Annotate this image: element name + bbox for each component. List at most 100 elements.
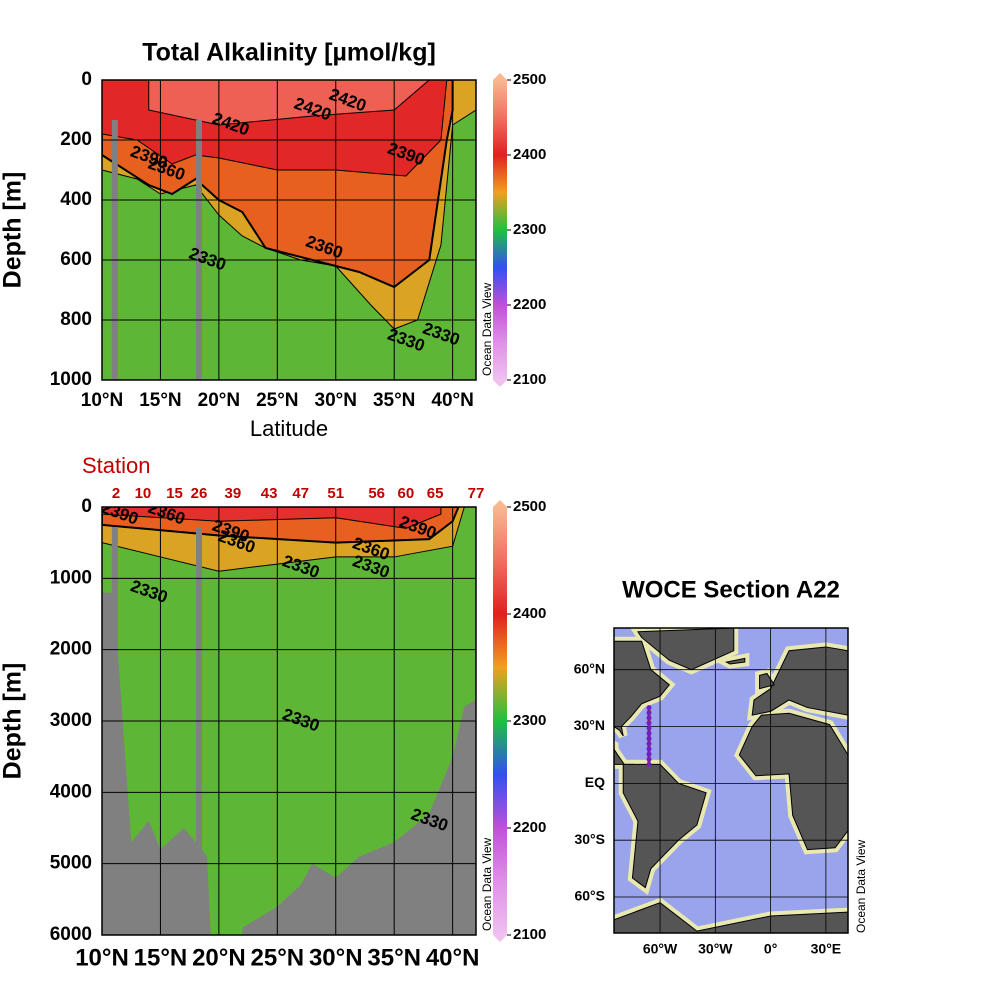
- station-dot: [646, 761, 652, 767]
- colorbar-label: 2400: [513, 146, 546, 163]
- x-tick-label: 30°W: [698, 941, 733, 957]
- x-tick-label: 35°N: [367, 944, 421, 971]
- colorbar-label: 2100: [513, 371, 546, 388]
- watermark: Ocean Data View: [480, 283, 494, 376]
- bathymetry: [102, 592, 211, 935]
- data-gap: [196, 527, 203, 870]
- station-label: 47: [292, 485, 309, 502]
- land: [614, 902, 848, 933]
- station-label: 60: [398, 485, 415, 502]
- station-label: 65: [427, 485, 444, 502]
- colorbar-label: 2200: [513, 819, 546, 836]
- y-tick-label: 200: [60, 129, 92, 150]
- colorbar-end: [493, 73, 507, 80]
- y-tick-label: 800: [60, 309, 92, 330]
- land: [751, 646, 848, 716]
- y-tick-label: 4000: [50, 781, 92, 802]
- station-dot: [646, 746, 652, 752]
- station-label: 39: [225, 485, 242, 502]
- station-dot: [646, 756, 652, 762]
- colorbar-label: 2300: [513, 712, 546, 729]
- station-title: Station: [82, 453, 151, 478]
- y-tick-label: 60°S: [574, 888, 605, 904]
- y-axis-label: Depth [m]: [0, 663, 27, 780]
- colorbar: [493, 80, 507, 380]
- x-tick-label: 35°N: [373, 390, 415, 411]
- station-label: 43: [261, 485, 278, 502]
- station-dot: [646, 730, 652, 736]
- x-tick-label: 25°N: [256, 390, 298, 411]
- y-axis-label: Depth [m]: [0, 172, 27, 289]
- station-label: 2: [112, 485, 120, 502]
- station-label: 77: [468, 485, 485, 502]
- map-frame: [613, 627, 849, 934]
- y-tick-label: 2000: [50, 639, 92, 660]
- station-dot: [646, 725, 652, 731]
- watermark: Ocean Data View: [480, 838, 494, 931]
- station-dot: [646, 751, 652, 757]
- y-tick-label: 0: [81, 69, 92, 90]
- x-tick-label: 10°N: [75, 944, 129, 971]
- y-tick-label: 1000: [50, 369, 92, 390]
- station-dot: [646, 736, 652, 742]
- x-tick-label: 20°N: [198, 390, 240, 411]
- land: [738, 712, 848, 851]
- station-dot: [646, 705, 652, 711]
- station-label: 56: [368, 485, 385, 502]
- map-title: WOCE Section A22: [622, 576, 840, 603]
- station-label: 15: [166, 485, 183, 502]
- station-label: 51: [327, 485, 344, 502]
- x-axis-label: Latitude: [250, 416, 328, 441]
- y-tick-label: 0: [81, 496, 92, 517]
- y-tick-label: 6000: [50, 924, 92, 945]
- x-tick-label: 20°N: [192, 944, 246, 971]
- data-gap: [196, 120, 203, 380]
- y-tick-label: 30°N: [574, 717, 605, 733]
- colorbar-label: 2200: [513, 296, 546, 313]
- x-tick-label: 40°N: [426, 944, 480, 971]
- colorbar-end: [493, 500, 507, 507]
- colorbar-label: 2500: [513, 71, 546, 88]
- y-tick-label: 600: [60, 249, 92, 270]
- contour-region: [102, 507, 442, 529]
- colorbar-end: [493, 935, 507, 942]
- y-tick-label: 60°N: [574, 660, 605, 676]
- y-tick-label: 3000: [50, 710, 92, 731]
- station-dot: [646, 715, 652, 721]
- land: [614, 640, 670, 737]
- x-tick-label: 30°N: [309, 944, 363, 971]
- x-tick-label: 60°W: [643, 941, 678, 957]
- y-tick-label: EQ: [585, 774, 605, 790]
- station-label: 26: [191, 485, 208, 502]
- x-tick-label: 30°N: [315, 390, 357, 411]
- colorbar-label: 2500: [513, 498, 546, 515]
- x-tick-label: 15°N: [134, 944, 188, 971]
- data-gap: [111, 120, 118, 380]
- x-tick-label: 0°: [764, 941, 777, 957]
- y-tick-label: 30°S: [574, 831, 605, 847]
- map-area: [614, 628, 848, 933]
- y-tick-label: 400: [60, 189, 92, 210]
- watermark: Ocean Data View: [854, 840, 868, 933]
- x-tick-label: 30°E: [811, 941, 842, 957]
- colorbar-label: 2300: [513, 221, 546, 238]
- station-dot: [646, 710, 652, 716]
- colorbar-end: [493, 380, 507, 387]
- station-label: 10: [135, 485, 152, 502]
- y-tick-label: 1000: [50, 567, 92, 588]
- x-tick-label: 25°N: [251, 944, 305, 971]
- station-dot: [646, 720, 652, 726]
- plot-frame: [101, 506, 477, 936]
- chart-title: Total Alkalinity [µmol/kg]: [142, 39, 436, 67]
- x-tick-label: 15°N: [139, 390, 181, 411]
- plot-frame: [101, 79, 477, 381]
- station-dot: [646, 741, 652, 747]
- x-tick-label: 10°N: [81, 390, 123, 411]
- land: [724, 657, 746, 665]
- colorbar: [493, 507, 507, 935]
- x-tick-label: 40°N: [431, 390, 473, 411]
- bathymetry: [242, 699, 476, 935]
